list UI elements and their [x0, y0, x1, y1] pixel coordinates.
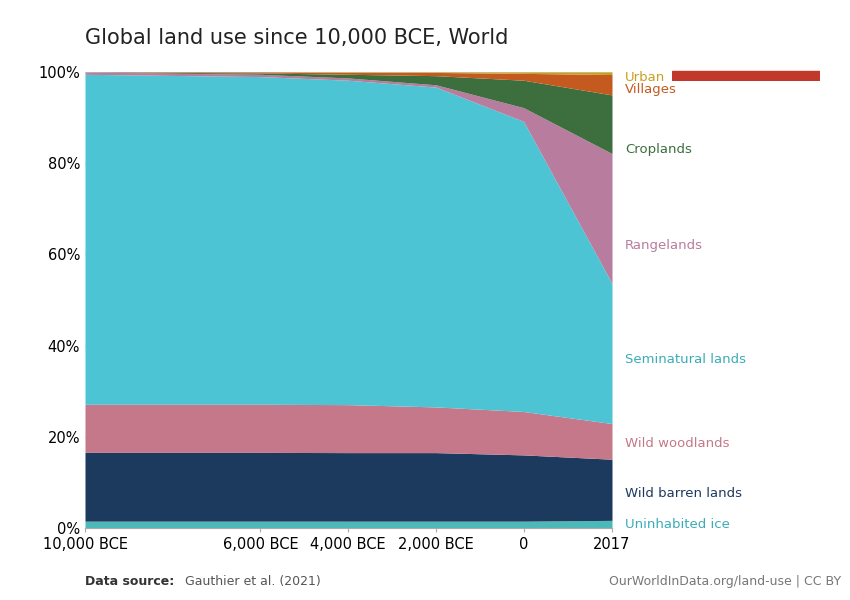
Text: Our World: Our World	[712, 28, 779, 41]
Text: Seminatural lands: Seminatural lands	[625, 353, 745, 366]
Bar	[672, 71, 820, 81]
Text: Data source:: Data source:	[85, 575, 174, 588]
Text: Rangelands: Rangelands	[625, 239, 703, 252]
Text: in Data: in Data	[722, 49, 770, 62]
Text: Wild barren lands: Wild barren lands	[625, 487, 742, 500]
Text: Villages: Villages	[625, 83, 677, 96]
Text: OurWorldInData.org/land-use | CC BY: OurWorldInData.org/land-use | CC BY	[609, 575, 842, 588]
Text: Global land use since 10,000 BCE, World: Global land use since 10,000 BCE, World	[85, 28, 508, 48]
Text: Gauthier et al. (2021): Gauthier et al. (2021)	[185, 575, 321, 588]
Text: Uninhabited ice: Uninhabited ice	[625, 518, 729, 531]
Text: Urban: Urban	[625, 71, 665, 84]
Text: Wild woodlands: Wild woodlands	[625, 437, 729, 450]
Text: Croplands: Croplands	[625, 143, 692, 156]
